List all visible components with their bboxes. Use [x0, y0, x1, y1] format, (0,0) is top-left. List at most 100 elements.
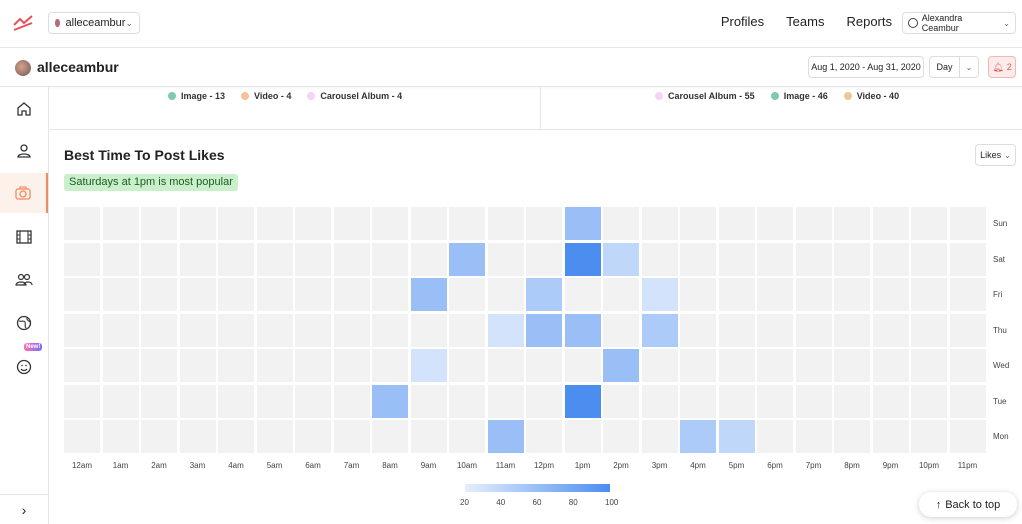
heatmap-cell[interactable] [372, 242, 408, 276]
heatmap-cell[interactable] [102, 207, 139, 240]
heatmap-cell[interactable] [680, 349, 716, 382]
heatmap-cell[interactable] [718, 384, 755, 418]
heatmap-cell[interactable] [487, 349, 524, 382]
heatmap-cell[interactable] [102, 278, 139, 311]
heatmap-cell[interactable] [333, 313, 370, 347]
heatmap-cell[interactable] [372, 207, 408, 240]
users-icon[interactable] [0, 260, 48, 300]
heatmap-cell[interactable] [256, 384, 293, 418]
heatmap-cell[interactable] [680, 207, 716, 240]
date-range-picker[interactable]: Aug 1, 2020 - Aug 31, 2020 [808, 56, 924, 78]
heatmap-cell[interactable] [872, 349, 909, 382]
heatmap-cell[interactable] [872, 313, 909, 347]
heatmap-cell[interactable] [872, 278, 909, 311]
heatmap-cell[interactable] [641, 384, 678, 418]
heatmap-cell[interactable] [795, 278, 832, 311]
heatmap-cell[interactable] [295, 420, 331, 453]
heatmap-cell[interactable] [410, 420, 447, 453]
heatmap-cell[interactable] [564, 349, 601, 382]
nav-teams[interactable]: Teams [786, 14, 825, 29]
heatmap-cell[interactable] [64, 313, 100, 347]
heatmap-cell[interactable] [911, 278, 947, 311]
heatmap-cell[interactable] [834, 207, 870, 240]
heatmap-cell[interactable] [218, 420, 254, 453]
heatmap-cell[interactable] [333, 349, 370, 382]
heatmap-cell[interactable] [410, 242, 447, 276]
heatmap-cell[interactable] [526, 420, 562, 453]
heatmap-cell[interactable] [295, 242, 331, 276]
heatmap-cell[interactable] [603, 349, 639, 382]
heatmap-cell[interactable] [179, 384, 216, 418]
film-icon[interactable] [0, 217, 48, 257]
heatmap-cell[interactable] [141, 278, 177, 311]
heatmap-cell[interactable] [218, 384, 254, 418]
heatmap-cell[interactable] [410, 384, 447, 418]
heatmap-cell[interactable] [911, 384, 947, 418]
expand-sidebar-icon[interactable]: › [0, 494, 48, 524]
heatmap-cell[interactable] [949, 384, 986, 418]
heatmap-cell[interactable] [757, 384, 793, 418]
heatmap-cell[interactable] [526, 313, 562, 347]
heatmap-cell[interactable] [179, 278, 216, 311]
granularity-select[interactable]: Day ⌄ [929, 56, 979, 78]
heatmap-cell[interactable] [564, 278, 601, 311]
heatmap-cell[interactable] [872, 242, 909, 276]
heatmap-cell[interactable] [256, 313, 293, 347]
heatmap-cell[interactable] [256, 207, 293, 240]
heatmap-cell[interactable] [256, 420, 293, 453]
heatmap-cell[interactable] [333, 242, 370, 276]
heatmap-cell[interactable] [372, 420, 408, 453]
heatmap-cell[interactable] [141, 384, 177, 418]
heatmap-cell[interactable] [218, 313, 254, 347]
heatmap-cell[interactable] [141, 242, 177, 276]
heatmap-cell[interactable] [179, 420, 216, 453]
heatmap-cell[interactable] [834, 420, 870, 453]
heatmap-cell[interactable] [795, 384, 832, 418]
heatmap-cell[interactable] [487, 313, 524, 347]
heatmap-cell[interactable] [218, 242, 254, 276]
heatmap-cell[interactable] [680, 242, 716, 276]
heatmap-cell[interactable] [911, 420, 947, 453]
nav-reports[interactable]: Reports [846, 14, 892, 29]
heatmap-cell[interactable] [141, 420, 177, 453]
heatmap-cell[interactable] [641, 278, 678, 311]
heatmap-cell[interactable] [102, 242, 139, 276]
heatmap-cell[interactable] [949, 313, 986, 347]
heatmap-cell[interactable] [949, 349, 986, 382]
home-icon[interactable] [0, 89, 48, 129]
heatmap-cell[interactable] [757, 349, 793, 382]
heatmap-cell[interactable] [872, 207, 909, 240]
heatmap-cell[interactable] [295, 278, 331, 311]
heatmap-cell[interactable] [718, 349, 755, 382]
user-icon[interactable] [0, 131, 48, 171]
heatmap-cell[interactable] [526, 278, 562, 311]
heatmap-cell[interactable] [949, 278, 986, 311]
heatmap-cell[interactable] [526, 207, 562, 240]
heatmap-cell[interactable] [449, 349, 485, 382]
heatmap-cell[interactable] [564, 384, 601, 418]
heatmap-cell[interactable] [64, 242, 100, 276]
heatmap-cell[interactable] [410, 278, 447, 311]
heatmap-cell[interactable] [295, 349, 331, 382]
heatmap-cell[interactable] [834, 349, 870, 382]
heatmap-cell[interactable] [718, 313, 755, 347]
heatmap-cell[interactable] [680, 313, 716, 347]
heatmap-cell[interactable] [179, 242, 216, 276]
heatmap-cell[interactable] [603, 420, 639, 453]
heatmap-cell[interactable] [603, 313, 639, 347]
heatmap-cell[interactable] [911, 313, 947, 347]
heatmap-cell[interactable] [487, 384, 524, 418]
heatmap-cell[interactable] [949, 242, 986, 276]
globe-icon[interactable] [0, 303, 48, 343]
heatmap-cell[interactable] [564, 207, 601, 240]
heatmap-cell[interactable] [872, 420, 909, 453]
heatmap-cell[interactable] [372, 349, 408, 382]
heatmap-cell[interactable] [410, 207, 447, 240]
heatmap-cell[interactable] [487, 420, 524, 453]
heatmap-cell[interactable] [526, 384, 562, 418]
heatmap-cell[interactable] [179, 207, 216, 240]
heatmap-cell[interactable] [603, 384, 639, 418]
notifications-button[interactable]: 🔔︎ 2 [988, 56, 1016, 78]
heatmap-cell[interactable] [64, 278, 100, 311]
heatmap-cell[interactable] [256, 349, 293, 382]
